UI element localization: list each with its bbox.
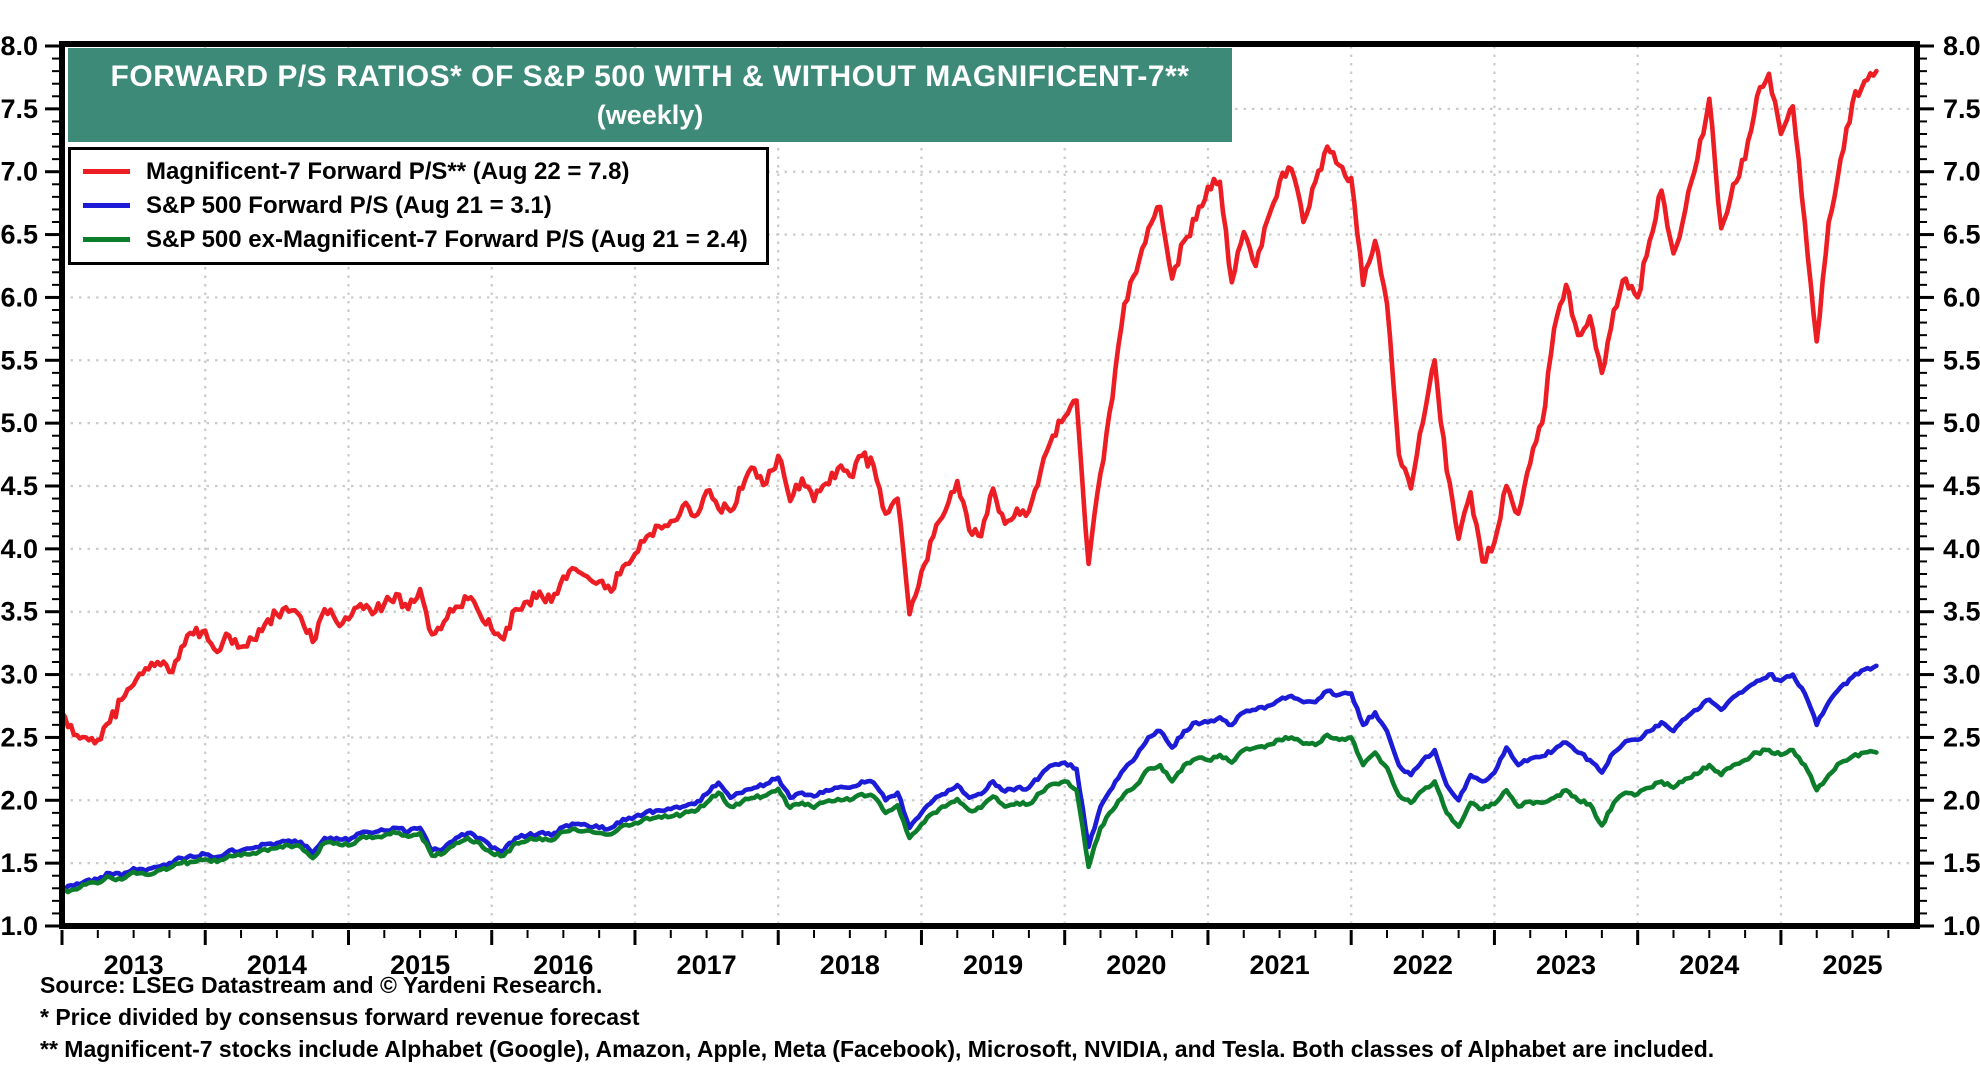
y-axis-tick-label-right: 4.0 — [1943, 534, 1980, 564]
x-axis-year-label: 2024 — [1679, 950, 1739, 980]
y-axis-tick-label-left: 7.5 — [0, 94, 38, 124]
legend-label: S&P 500 ex-Magnificent-7 Forward P/S (Au… — [146, 225, 748, 253]
x-axis-year-label: 2018 — [820, 950, 880, 980]
y-axis-tick-label-right: 7.5 — [1943, 94, 1980, 124]
y-axis-tick-label-left: 7.0 — [0, 157, 38, 187]
legend-swatch — [83, 169, 130, 174]
y-axis-tick-label-right: 1.0 — [1943, 911, 1980, 941]
legend-label: Magnificent-7 Forward P/S** (Aug 22 = 7.… — [146, 157, 630, 185]
y-axis-tick-label-right: 1.5 — [1943, 848, 1980, 878]
y-axis-tick-label-right: 8.0 — [1943, 31, 1980, 61]
series-line-1 — [59, 663, 1879, 892]
legend-item: S&P 500 ex-Magnificent-7 Forward P/S (Au… — [83, 224, 748, 255]
y-axis-tick-label-left: 2.5 — [0, 722, 38, 752]
y-axis-tick-label-left: 3.5 — [0, 597, 38, 627]
legend-label: S&P 500 Forward P/S (Aug 21 = 3.1) — [146, 191, 552, 219]
footnote-price-definition: * Price divided by consensus forward rev… — [40, 1004, 640, 1030]
y-axis-tick-label-left: 5.5 — [0, 345, 38, 375]
y-axis-tick-label-left: 4.5 — [0, 471, 38, 501]
x-axis-year-label: 2013 — [104, 950, 164, 980]
y-axis-tick-label-left: 4.0 — [0, 534, 38, 564]
legend: Magnificent-7 Forward P/S** (Aug 22 = 7.… — [68, 147, 769, 265]
y-axis-tick-label-left: 6.0 — [0, 282, 38, 312]
series-line-0 — [59, 68, 1879, 746]
chart-subtitle: (weekly) — [596, 99, 704, 130]
y-axis-tick-label-right: 3.0 — [1943, 660, 1980, 690]
y-axis-tick-label-right: 2.5 — [1943, 722, 1980, 752]
y-axis-tick-label-right: 4.5 — [1943, 471, 1980, 501]
y-axis-tick-label-right: 3.5 — [1943, 597, 1980, 627]
x-axis-year-label: 2025 — [1823, 950, 1883, 980]
footnote-mag7-definition: ** Magnificent-7 stocks include Alphabet… — [40, 1036, 1715, 1062]
legend-swatch — [83, 237, 130, 242]
y-axis-tick-label-left: 8.0 — [0, 31, 38, 61]
x-axis-year-label: 2020 — [1106, 950, 1166, 980]
x-axis-year-label: 2019 — [963, 950, 1023, 980]
y-axis-tick-label-right: 6.0 — [1943, 282, 1980, 312]
y-axis-tick-label-left: 3.0 — [0, 660, 38, 690]
x-axis-year-label: 2022 — [1393, 950, 1453, 980]
y-axis-tick-label-left: 2.0 — [0, 785, 38, 815]
x-axis-year-label: 2023 — [1536, 950, 1596, 980]
x-axis-year-label: 2021 — [1250, 950, 1310, 980]
legend-swatch — [83, 203, 130, 208]
y-axis-tick-label-left: 1.0 — [0, 911, 38, 941]
x-axis-year-label: 2017 — [677, 950, 737, 980]
y-axis-tick-label-left: 6.5 — [0, 220, 38, 250]
title-banner: FORWARD P/S RATIOS* OF S&P 500 WITH & WI… — [68, 48, 1232, 142]
y-axis-tick-label-right: 2.0 — [1943, 785, 1980, 815]
y-axis-tick-label-left: 1.5 — [0, 848, 38, 878]
y-axis-tick-label-right: 5.0 — [1943, 408, 1980, 438]
source-note: Source: LSEG Datastream and © Yardeni Re… — [40, 972, 603, 998]
chart-title: FORWARD P/S RATIOS* OF S&P 500 WITH & WI… — [110, 59, 1190, 93]
legend-item: Magnificent-7 Forward P/S** (Aug 22 = 7.… — [83, 156, 748, 187]
x-axis-year-label: 2014 — [247, 950, 307, 980]
x-axis-year-label: 2016 — [533, 950, 593, 980]
y-axis-tick-label-right: 7.0 — [1943, 157, 1980, 187]
series-line-2 — [59, 732, 1879, 895]
y-axis-tick-label-right: 5.5 — [1943, 345, 1980, 375]
y-axis-tick-label-right: 6.5 — [1943, 220, 1980, 250]
legend-item: S&P 500 Forward P/S (Aug 21 = 3.1) — [83, 190, 748, 221]
x-axis-year-label: 2015 — [390, 950, 450, 980]
y-axis-tick-label-left: 5.0 — [0, 408, 38, 438]
